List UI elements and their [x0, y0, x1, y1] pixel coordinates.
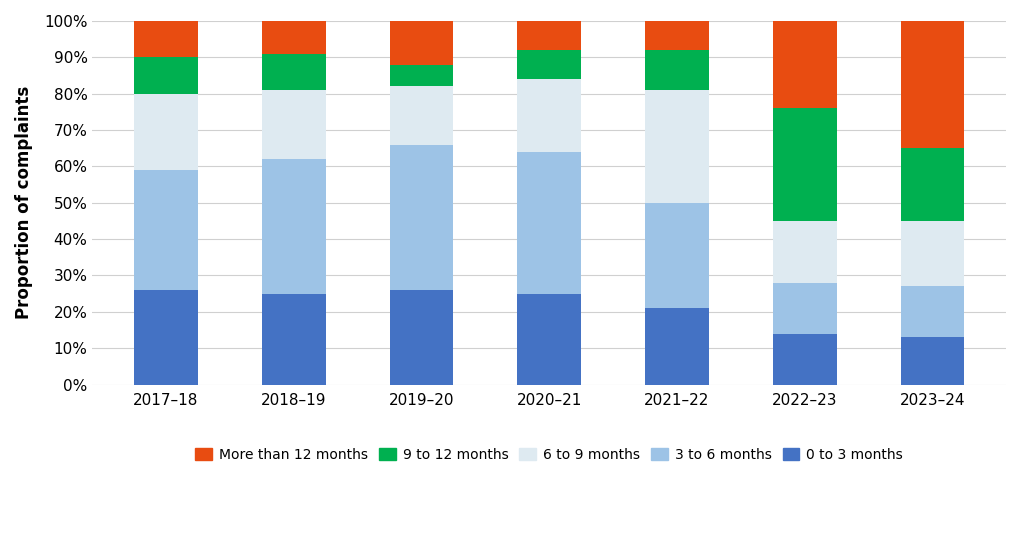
Bar	[518, 152, 581, 294]
Bar	[645, 203, 709, 308]
Bar	[901, 221, 965, 286]
Bar	[518, 21, 581, 50]
Bar	[773, 334, 837, 385]
Bar	[773, 108, 837, 221]
Legend: More than 12 months, 9 to 12 months, 6 to 9 months, 3 to 6 months, 0 to 3 months: More than 12 months, 9 to 12 months, 6 t…	[190, 442, 909, 468]
Bar	[901, 21, 965, 148]
Bar	[773, 21, 837, 108]
Bar	[518, 50, 581, 79]
Bar	[261, 294, 326, 385]
Bar	[390, 65, 453, 87]
Bar	[901, 337, 965, 385]
Bar	[773, 221, 837, 283]
Bar	[390, 87, 453, 145]
Bar	[518, 294, 581, 385]
Bar	[134, 94, 198, 170]
Bar	[134, 21, 198, 58]
Bar	[901, 148, 965, 221]
Bar	[645, 308, 709, 385]
Bar	[390, 145, 453, 290]
Bar	[645, 90, 709, 203]
Bar	[134, 290, 198, 385]
Bar	[261, 159, 326, 294]
Bar	[390, 21, 453, 65]
Bar	[901, 286, 965, 337]
Y-axis label: Proportion of complaints: Proportion of complaints	[15, 86, 33, 320]
Bar	[261, 21, 326, 54]
Bar	[645, 50, 709, 90]
Bar	[261, 90, 326, 159]
Bar	[261, 54, 326, 90]
Bar	[134, 58, 198, 94]
Bar	[773, 283, 837, 334]
Bar	[645, 21, 709, 50]
Bar	[518, 79, 581, 152]
Bar	[134, 170, 198, 290]
Bar	[390, 290, 453, 385]
